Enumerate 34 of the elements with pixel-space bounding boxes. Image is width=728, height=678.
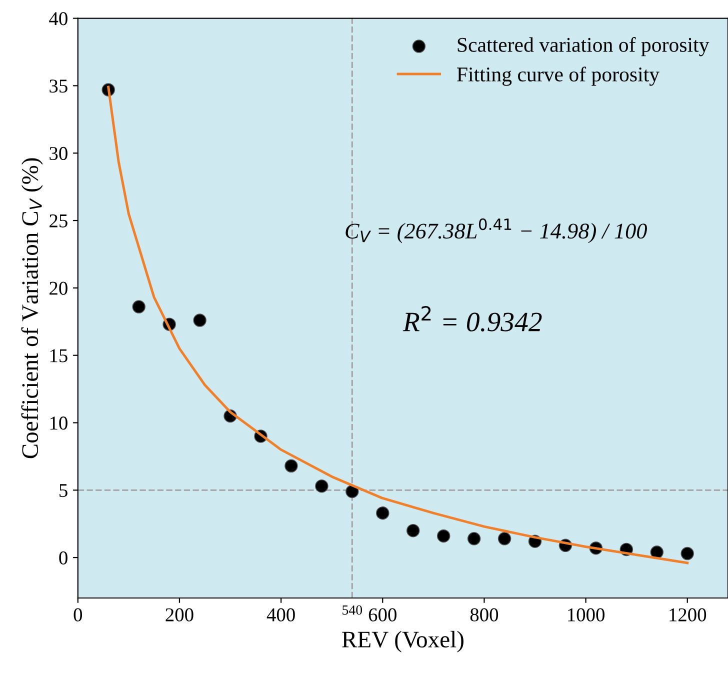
y-tick-label: 10 — [50, 416, 68, 430]
x-tick-label: 600 — [368, 608, 396, 622]
ref-line-label: 540 — [342, 605, 362, 615]
y-tick-label: 0 — [59, 551, 68, 564]
x-tick-label: 1000 — [568, 608, 604, 622]
legend-label: Scattered variation of porosity — [458, 37, 710, 56]
point — [315, 479, 328, 493]
y-axis-title: Coefficient of Variation C$_{V}$ (%) — [21, 158, 43, 458]
y-tick-label: 15 — [50, 349, 68, 362]
point — [376, 506, 390, 520]
point — [467, 532, 481, 546]
x-tick-label: 200 — [166, 608, 194, 622]
x-tick-label: 800 — [470, 608, 498, 622]
y-tick-label: 35 — [50, 80, 68, 93]
y-tick-label: 30 — [50, 146, 68, 160]
y-tick-label: 5 — [60, 484, 68, 498]
x-axis-title: REV (Voxel) — [342, 630, 464, 652]
point — [406, 524, 420, 538]
x-tick-label: 1200 — [670, 608, 706, 622]
x-tick-label: 400 — [266, 608, 295, 622]
point — [680, 546, 694, 560]
y-tick-label: 25 — [50, 214, 68, 228]
y-tick-label: 20 — [50, 282, 68, 295]
point — [132, 300, 146, 314]
annotation: C$_{V}$ = (267.38L$^{0.41}$ − 14.98) / 100 — [346, 218, 647, 244]
point — [436, 529, 450, 543]
point — [284, 459, 298, 473]
x-tick-label: 0 — [74, 608, 82, 622]
point — [498, 532, 512, 546]
legend-label: Fitting curve of porosity — [457, 66, 660, 86]
point — [193, 314, 206, 327]
annotation: R$^{2}$ = 0.9342 — [402, 306, 542, 332]
y-tick-label: 40 — [49, 12, 68, 26]
point — [650, 546, 664, 559]
